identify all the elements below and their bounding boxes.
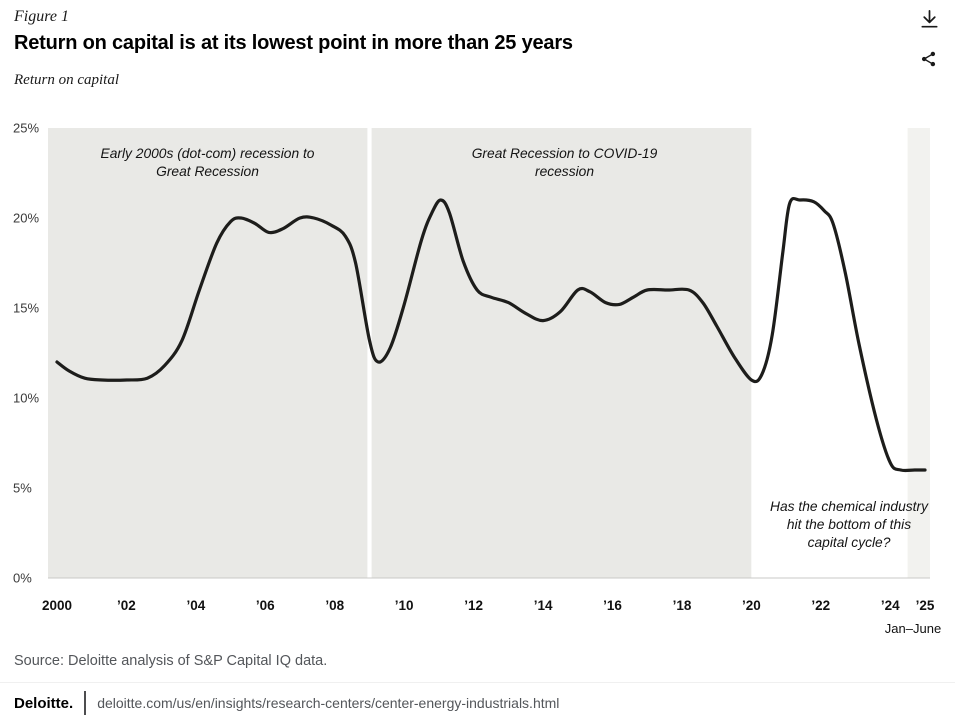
x-axis-label: ’06 [256, 598, 275, 613]
annotation-dotcom-recession: Early 2000s (dot-com) recession to Great… [100, 146, 315, 180]
page-title: Return on capital is at its lowest point… [14, 32, 573, 54]
x-axis-label: ’14 [534, 598, 553, 613]
x-axis-label: ’18 [673, 598, 692, 613]
deloitte-logo: Deloitte. [14, 694, 74, 712]
y-axis-label: 25% [13, 121, 39, 136]
x-axis-label: ’12 [464, 598, 483, 613]
y-axis-label: 5% [13, 481, 32, 496]
recession-region [48, 128, 368, 578]
recession-region [751, 128, 930, 578]
download-icon [921, 10, 938, 28]
annotation-capital-cycle: Has the chemical industry hit the bottom… [770, 499, 928, 551]
x-axis-note: Jan–June [885, 621, 941, 636]
x-axis-label: ’02 [117, 598, 136, 613]
x-axis-label: ’16 [603, 598, 622, 613]
x-axis-label: ’08 [325, 598, 344, 613]
share-icon [921, 51, 936, 67]
roc-line-chart: 0% 5% 10% 15% 20% 25% 2000 ’02 ’04 ’06 ’08 ’10 ’12 ’1… [13, 121, 941, 637]
series-line [55, 196, 927, 473]
x-axis-label: ’22 [811, 598, 830, 613]
brand-row: Deloitte. deloitte.com/us/en/insights/re… [0, 682, 955, 715]
figure-label: Figure 1 [14, 8, 69, 25]
download-button[interactable] [916, 6, 943, 33]
x-axis-label: ’25 [916, 598, 935, 613]
footer-url: deloitte.com/us/en/insights/research-cen… [97, 695, 560, 711]
x-axis-label: ’04 [187, 598, 206, 613]
share-button[interactable] [916, 46, 941, 72]
annotation-great-recession: Great Recession to COVID-19 recession [471, 146, 658, 180]
chart-subtitle: Return on capital [14, 72, 119, 88]
x-axis-label: ’10 [395, 598, 414, 613]
chart-area: 0% 5% 10% 15% 20% 25% 2000 ’02 ’04 ’06 ’08 ’10 ’12 ’1… [0, 100, 955, 645]
x-axis-label: 2000 [42, 598, 72, 613]
y-axis-label: 15% [13, 301, 39, 316]
y-axis-label: 0% [13, 571, 32, 586]
footer-divider [84, 691, 87, 715]
header: Figure 1 Return on capital is at its low… [0, 0, 955, 100]
recession-region [371, 128, 752, 578]
recession-region [907, 128, 930, 578]
x-axis-label: ’20 [742, 598, 761, 613]
footer: Source: Deloitte analysis of S&P Capital… [0, 645, 955, 721]
source-note: Source: Deloitte analysis of S&P Capital… [14, 653, 328, 669]
x-axis-label: ’24 [881, 598, 900, 613]
y-axis-label: 20% [13, 211, 39, 226]
y-axis-label: 10% [13, 391, 39, 406]
